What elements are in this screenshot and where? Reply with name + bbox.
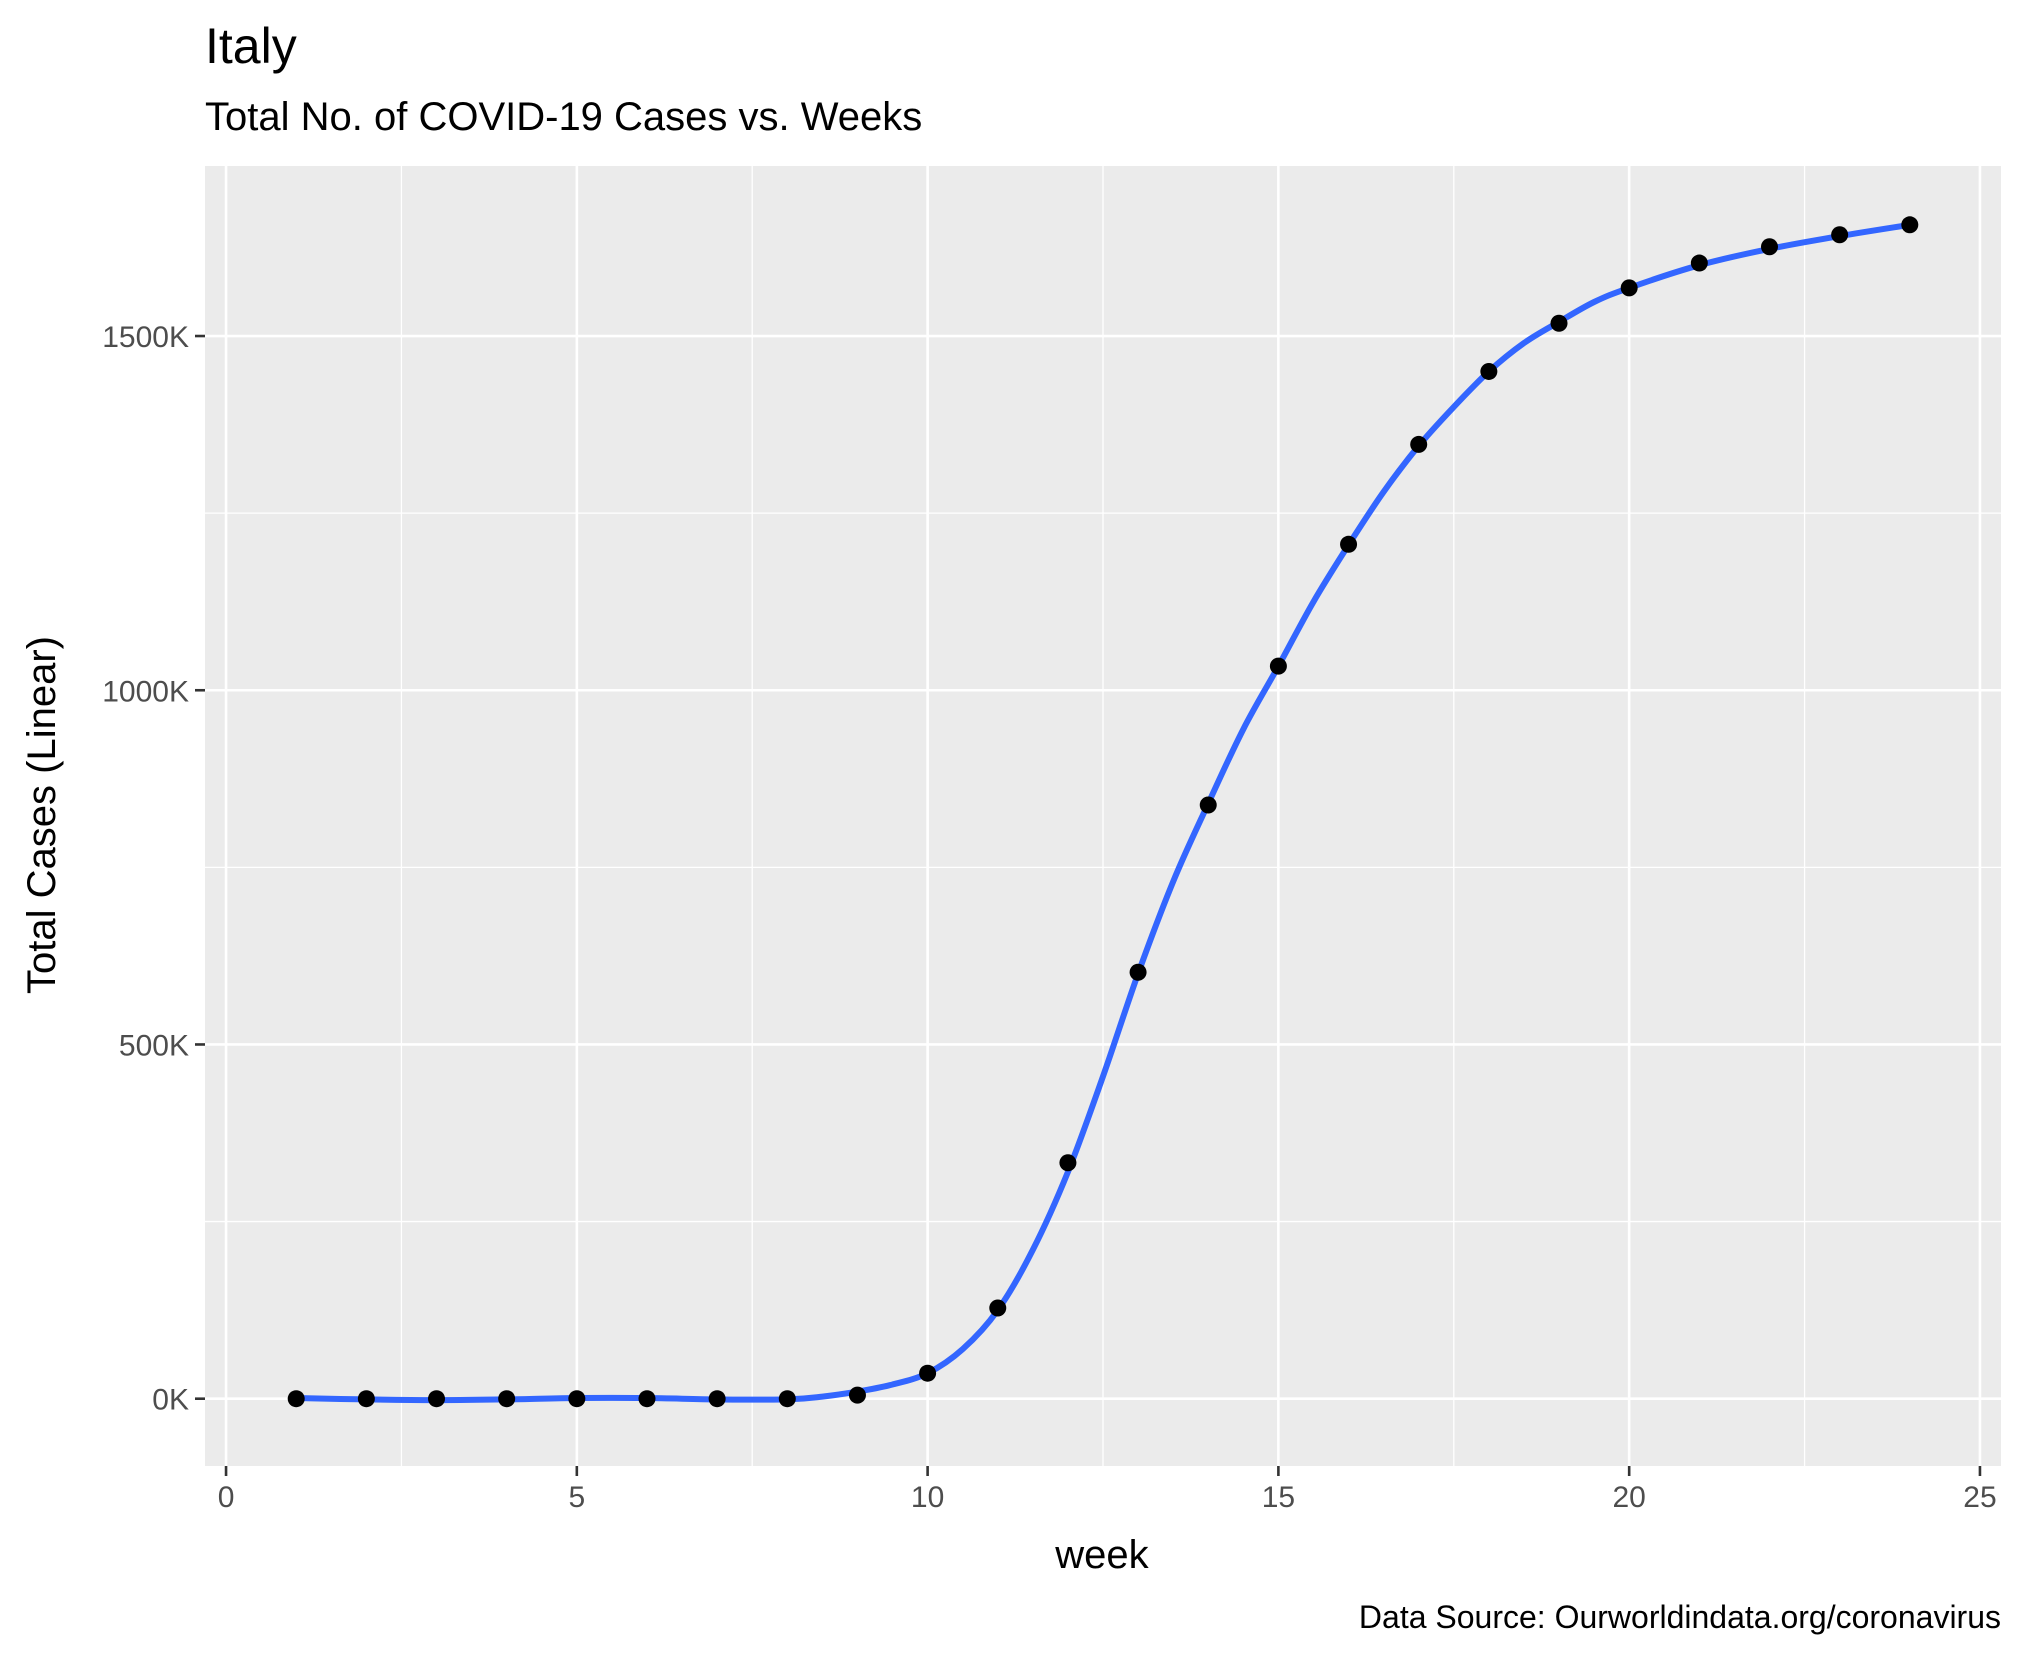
chart-title: Italy bbox=[205, 18, 297, 74]
data-point bbox=[1340, 535, 1358, 553]
data-point bbox=[1690, 254, 1708, 272]
data-point bbox=[1269, 657, 1287, 675]
y-axis-title: Total Cases (Linear) bbox=[20, 636, 64, 994]
data-point bbox=[848, 1386, 866, 1404]
y-tick-labels: 0K 500K 1000K 1500K bbox=[102, 321, 189, 1417]
minor-gridlines bbox=[205, 166, 2001, 1466]
y-tick-label: 1500K bbox=[102, 321, 189, 354]
data-point bbox=[498, 1390, 516, 1408]
x-tick-label: 15 bbox=[1262, 1481, 1295, 1514]
data-point bbox=[1480, 362, 1498, 380]
data-point bbox=[1901, 216, 1919, 234]
x-axis-title: week bbox=[1054, 1533, 1149, 1577]
data-point bbox=[919, 1364, 937, 1382]
data-point bbox=[778, 1390, 796, 1408]
data-point bbox=[1410, 435, 1428, 453]
chart-subtitle: Total No. of COVID-19 Cases vs. Weeks bbox=[205, 95, 922, 139]
x-tick-labels: 0 5 10 15 20 25 bbox=[218, 1481, 1997, 1514]
y-tick-label: 500K bbox=[119, 1029, 189, 1062]
data-point bbox=[1760, 238, 1778, 256]
data-point bbox=[357, 1390, 375, 1408]
data-point bbox=[1129, 963, 1147, 981]
x-tick-label: 25 bbox=[1963, 1481, 1996, 1514]
y-tick-label: 1000K bbox=[102, 675, 189, 708]
x-tick-label: 20 bbox=[1612, 1481, 1645, 1514]
data-point bbox=[568, 1390, 586, 1408]
axis-ticks bbox=[195, 334, 1982, 1476]
data-point bbox=[1620, 279, 1638, 297]
data-point bbox=[1831, 226, 1849, 244]
y-tick-label: 0K bbox=[152, 1384, 189, 1417]
x-tick-label: 0 bbox=[218, 1481, 235, 1514]
data-point bbox=[1059, 1154, 1077, 1172]
data-point bbox=[287, 1390, 305, 1408]
data-point bbox=[428, 1390, 446, 1408]
data-point bbox=[989, 1299, 1007, 1317]
major-gridlines bbox=[205, 166, 2001, 1466]
data-point bbox=[638, 1390, 656, 1408]
x-tick-label: 5 bbox=[568, 1481, 585, 1514]
data-point bbox=[1550, 314, 1568, 332]
data-source-caption: Data Source: Ourworldindata.org/coronavi… bbox=[1359, 1599, 2001, 1635]
data-point bbox=[708, 1390, 726, 1408]
x-tick-label: 10 bbox=[911, 1481, 944, 1514]
data-point bbox=[1199, 796, 1217, 814]
data-points bbox=[287, 216, 1919, 1408]
